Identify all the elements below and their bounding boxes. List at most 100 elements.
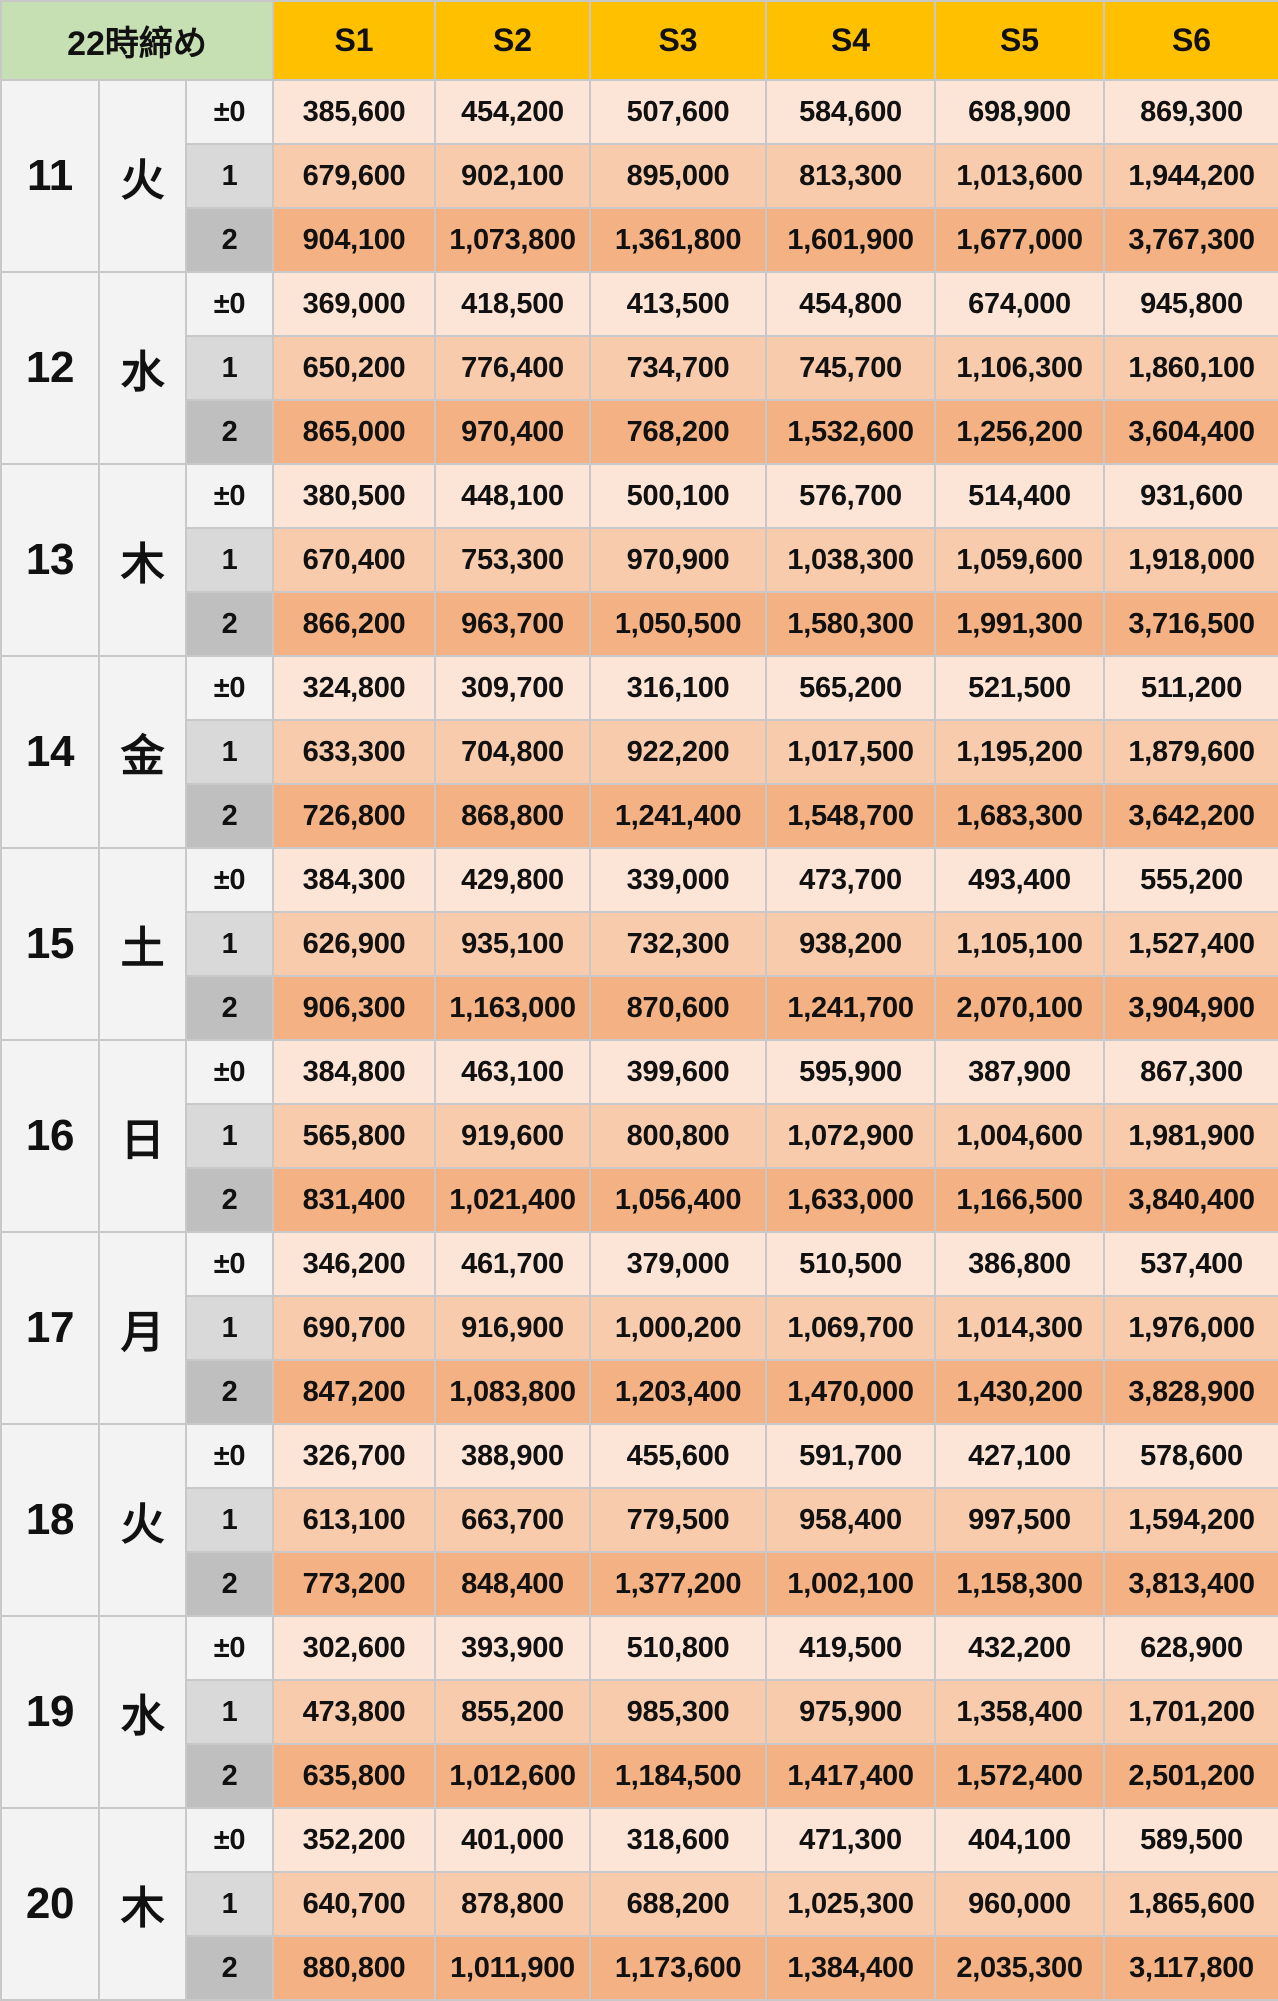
- value-cell: 369,000: [272, 271, 437, 337]
- value-cell: 867,300: [1103, 1039, 1278, 1105]
- value-cell: 866,200: [272, 591, 437, 657]
- value-cell: 419,500: [765, 1615, 937, 1681]
- value-cell: 1,012,600: [434, 1743, 592, 1809]
- value-cell: 584,600: [765, 79, 937, 145]
- value-cell: 1,677,000: [934, 207, 1106, 273]
- value-cell: 565,200: [765, 655, 937, 721]
- value-cell: 931,600: [1103, 463, 1278, 529]
- value-cell: 626,900: [272, 911, 437, 977]
- value-cell: 1,701,200: [1103, 1679, 1278, 1745]
- date-cell: 18: [0, 1423, 100, 1617]
- table-row: 1 565,800 919,600 800,800 1,072,900 1,004,600…: [1, 1103, 1278, 1169]
- value-cell: 663,700: [434, 1487, 592, 1553]
- value-cell: 380,500: [272, 463, 437, 529]
- value-cell: 1,865,600: [1103, 1871, 1278, 1937]
- value-cell: 1,572,400: [934, 1743, 1106, 1809]
- value-cell: 418,500: [434, 271, 592, 337]
- value-cell: 1,073,800: [434, 207, 592, 273]
- value-cell: 1,014,300: [934, 1295, 1106, 1361]
- value-cell: 868,800: [434, 783, 592, 849]
- value-cell: 521,500: [934, 655, 1106, 721]
- value-cell: 595,900: [765, 1039, 937, 1105]
- value-cell: 650,200: [272, 335, 437, 401]
- row-label-cell: ±0: [184, 847, 275, 913]
- row-label-cell: 2: [184, 1359, 275, 1425]
- value-cell: 473,800: [272, 1679, 437, 1745]
- value-cell: 493,400: [934, 847, 1106, 913]
- row-label-cell: ±0: [184, 1231, 275, 1297]
- row-label-cell: 1: [184, 1487, 275, 1553]
- weekday-cell: 木: [98, 1807, 187, 2001]
- value-cell: 429,800: [434, 847, 592, 913]
- weekday-cell: 土: [98, 847, 187, 1041]
- value-cell: 3,642,200: [1103, 783, 1278, 849]
- date-cell: 15: [0, 847, 100, 1041]
- value-cell: 613,100: [272, 1487, 437, 1553]
- value-cell: 461,700: [434, 1231, 592, 1297]
- value-cell: 1,991,300: [934, 591, 1106, 657]
- value-cell: 510,500: [765, 1231, 937, 1297]
- value-cell: 352,200: [272, 1807, 437, 1873]
- row-label-cell: 2: [184, 1551, 275, 1617]
- table-row: 2 773,200 848,400 1,377,200 1,002,100 1,158,3…: [1, 1551, 1278, 1617]
- value-cell: 511,200: [1103, 655, 1278, 721]
- header-row: 22時締め S1 S2 S3 S4 S5 S6: [0, 0, 1278, 81]
- value-cell: 768,200: [589, 399, 768, 465]
- value-cell: 1,527,400: [1103, 911, 1278, 977]
- value-cell: 975,900: [765, 1679, 937, 1745]
- value-cell: 1,203,400: [589, 1359, 768, 1425]
- value-cell: 385,600: [272, 79, 437, 145]
- value-cell: 1,025,300: [765, 1871, 937, 1937]
- value-cell: 1,918,000: [1103, 527, 1278, 593]
- value-cell: 1,184,500: [589, 1743, 768, 1809]
- date-cell: 20: [0, 1807, 100, 2001]
- value-cell: 555,200: [1103, 847, 1278, 913]
- value-cell: 1,069,700: [765, 1295, 937, 1361]
- value-cell: 698,900: [934, 79, 1106, 145]
- value-cell: 1,430,200: [934, 1359, 1106, 1425]
- value-cell: 3,904,900: [1103, 975, 1278, 1041]
- value-cell: 1,002,100: [765, 1551, 937, 1617]
- value-cell: 514,400: [934, 463, 1106, 529]
- table-row: 12 水 ±0 369,000 418,500 413,500 454,800 674,000…: [0, 271, 1278, 465]
- value-cell: 1,470,000: [765, 1359, 937, 1425]
- row-label-cell: 2: [184, 399, 275, 465]
- table-row: 1 670,400 753,300 970,900 1,038,300 1,059,600…: [1, 527, 1278, 593]
- table-body: 11 火 ±0 385,600 454,200 507,600 584,600 698,900…: [0, 79, 1278, 2001]
- value-cell: 507,600: [589, 79, 768, 145]
- value-cell: 3,767,300: [1103, 207, 1278, 273]
- row-label-cell: 2: [184, 207, 275, 273]
- value-cell: 589,500: [1103, 1807, 1278, 1873]
- value-cell: 399,600: [589, 1039, 768, 1105]
- value-cell: 432,200: [934, 1615, 1106, 1681]
- value-cell: 404,100: [934, 1807, 1106, 1873]
- value-cell: 1,683,300: [934, 783, 1106, 849]
- value-cell: 880,800: [272, 1935, 437, 2001]
- value-cell: 848,400: [434, 1551, 592, 1617]
- value-cell: 1,059,600: [934, 527, 1106, 593]
- value-cell: 1,256,200: [934, 399, 1106, 465]
- value-cell: 339,000: [589, 847, 768, 913]
- value-cell: 985,300: [589, 1679, 768, 1745]
- value-cell: 2,070,100: [934, 975, 1106, 1041]
- value-cell: 1,017,500: [765, 719, 937, 785]
- value-cell: 732,300: [589, 911, 768, 977]
- table-row: 2 906,300 1,163,000 870,600 1,241,700 2,070,1…: [1, 975, 1278, 1041]
- weekday-cell: 金: [98, 655, 187, 849]
- value-cell: 463,100: [434, 1039, 592, 1105]
- value-cell: 500,100: [589, 463, 768, 529]
- value-cell: 1,241,700: [765, 975, 937, 1041]
- table-row: 1 613,100 663,700 779,500 958,400 997,500 1,59…: [1, 1487, 1278, 1553]
- value-cell: 565,800: [272, 1103, 437, 1169]
- table-row: 18 火 ±0 326,700 388,900 455,600 591,700 427,100…: [0, 1423, 1278, 1617]
- row-label-cell: ±0: [184, 1039, 275, 1105]
- value-cell: 1,860,100: [1103, 335, 1278, 401]
- row-label-cell: 1: [184, 1679, 275, 1745]
- value-cell: 938,200: [765, 911, 937, 977]
- value-cell: 578,600: [1103, 1423, 1278, 1489]
- value-cell: 916,900: [434, 1295, 592, 1361]
- row-label-cell: ±0: [184, 655, 275, 721]
- table-row: 17 月 ±0 346,200 461,700 379,000 510,500 386,800…: [0, 1231, 1278, 1425]
- value-cell: 773,200: [272, 1551, 437, 1617]
- value-cell: 779,500: [589, 1487, 768, 1553]
